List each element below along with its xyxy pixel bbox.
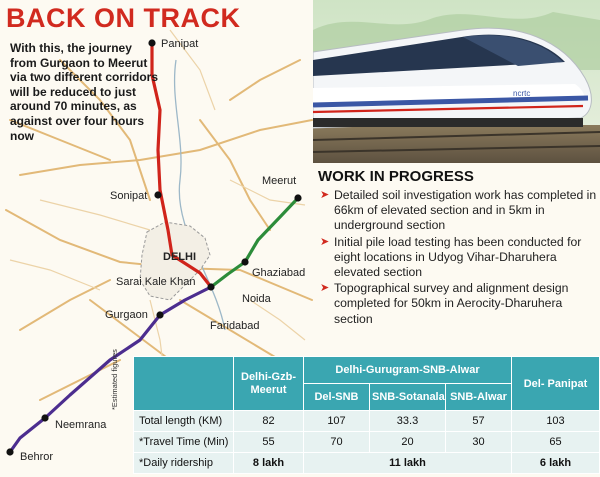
- arrow-icon: ➤: [320, 189, 330, 201]
- intro-text: With this, the journey from Gurgaon to M…: [10, 41, 159, 143]
- table-cell: 6 lakh: [511, 452, 600, 474]
- table-row: *Travel Time (Min) 55 70 20 30 65: [133, 431, 600, 453]
- table-cell: 70: [303, 431, 370, 453]
- table-cell: 82: [233, 410, 304, 432]
- train-photo: ncrtc: [313, 0, 600, 163]
- meerut-dot: [294, 194, 302, 202]
- neemrana-dot: [41, 414, 49, 422]
- table-cell: 57: [445, 410, 512, 432]
- arrow-icon: ➤: [320, 235, 330, 248]
- faridabad-label: Faridabad: [210, 320, 260, 332]
- headline: BACK ON TRACK: [6, 3, 241, 33]
- table-cell: 107: [303, 410, 370, 432]
- secondary-roads: [9, 29, 306, 381]
- work-item: ➤ Initial pile load testing has been con…: [318, 235, 598, 281]
- sonipat-label: Sonipat: [110, 190, 147, 202]
- table-cell: 30: [445, 431, 512, 453]
- work-item-text: Initial pile load testing has been condu…: [334, 234, 582, 280]
- behror-dot: [6, 448, 14, 456]
- work-item: ➤ Topographical survey and alignment des…: [318, 281, 598, 327]
- table-row: *Daily ridership 8 lakh 11 lakh 6 lakh: [133, 452, 600, 474]
- sarai-kale-khan-dot: [207, 283, 215, 291]
- row-label: *Travel Time (Min): [133, 431, 234, 453]
- work-item-text: Detailed soil investigation work has com…: [334, 188, 597, 233]
- gurgaon-dot: [156, 311, 164, 319]
- table-corner: [133, 356, 234, 411]
- corridor-data-table: Delhi-Gzb-Meerut Delhi-Gurugram-SNB-Alwa…: [133, 356, 600, 474]
- col-delhi-gurugram-alwar: Delhi-Gurugram-SNB-Alwar: [303, 356, 512, 384]
- ghaziabad-label: Ghaziabad: [252, 267, 305, 279]
- table-cell: 65: [511, 431, 600, 453]
- col-delhi-gzb-meerut: Delhi-Gzb-Meerut: [233, 356, 304, 411]
- gurgaon-label: Gurgaon: [105, 309, 148, 321]
- panipat-corridor-line: [150, 41, 213, 289]
- arrow-icon: ➤: [320, 282, 330, 295]
- table-cell: 103: [511, 410, 600, 432]
- noida-label: Noida: [242, 293, 272, 305]
- behror-label: Behror: [20, 451, 53, 463]
- meerut-label: Meerut: [262, 175, 296, 187]
- sub-snb-sotanala: SNB-Sotanala: [369, 383, 446, 411]
- table-cell: 55: [233, 431, 304, 453]
- work-in-progress-title: WORK IN PROGRESS: [318, 168, 474, 185]
- delhi-boundary: [139, 221, 211, 301]
- ghaziabad-dot: [241, 258, 249, 266]
- alwar-corridor-line: [8, 285, 213, 454]
- neemrana-label: Neemrana: [55, 419, 107, 431]
- work-in-progress-panel: WORK IN PROGRESS ➤ Detailed soil investi…: [318, 168, 598, 328]
- river: [173, 59, 226, 331]
- ncrtc-logo: ncrtc: [513, 89, 530, 98]
- meerut-corridor-line: [209, 196, 300, 289]
- sub-del-snb: Del-SNB: [303, 383, 370, 411]
- table-row: Total length (KM) 82 107 33.3 57 103: [133, 410, 600, 432]
- sonipat-dot: [154, 191, 162, 199]
- table-cell: 20: [369, 431, 446, 453]
- delhi-label: DELHI: [163, 251, 196, 263]
- work-item-text: Topographical survey and alignment desig…: [334, 281, 569, 326]
- row-label: Total length (KM): [133, 410, 234, 432]
- table-cell: 33.3: [369, 410, 446, 432]
- sub-snb-alwar: SNB-Alwar: [445, 383, 512, 411]
- table-cell: 11 lakh: [303, 452, 512, 474]
- estimated-note: *Estimated figures: [110, 349, 119, 410]
- panipat-label: Panipat: [161, 38, 198, 50]
- panipat-dot: [148, 39, 156, 47]
- col-del-panipat: Del- Panipat: [511, 356, 600, 411]
- sarai-kale-khan-label: Sarai Kale Khan: [116, 276, 196, 288]
- work-item: ➤ Detailed soil investigation work has c…: [318, 188, 598, 234]
- train-illustration: ncrtc: [313, 0, 600, 163]
- table-cell: 8 lakh: [233, 452, 304, 474]
- row-label: *Daily ridership: [133, 452, 234, 474]
